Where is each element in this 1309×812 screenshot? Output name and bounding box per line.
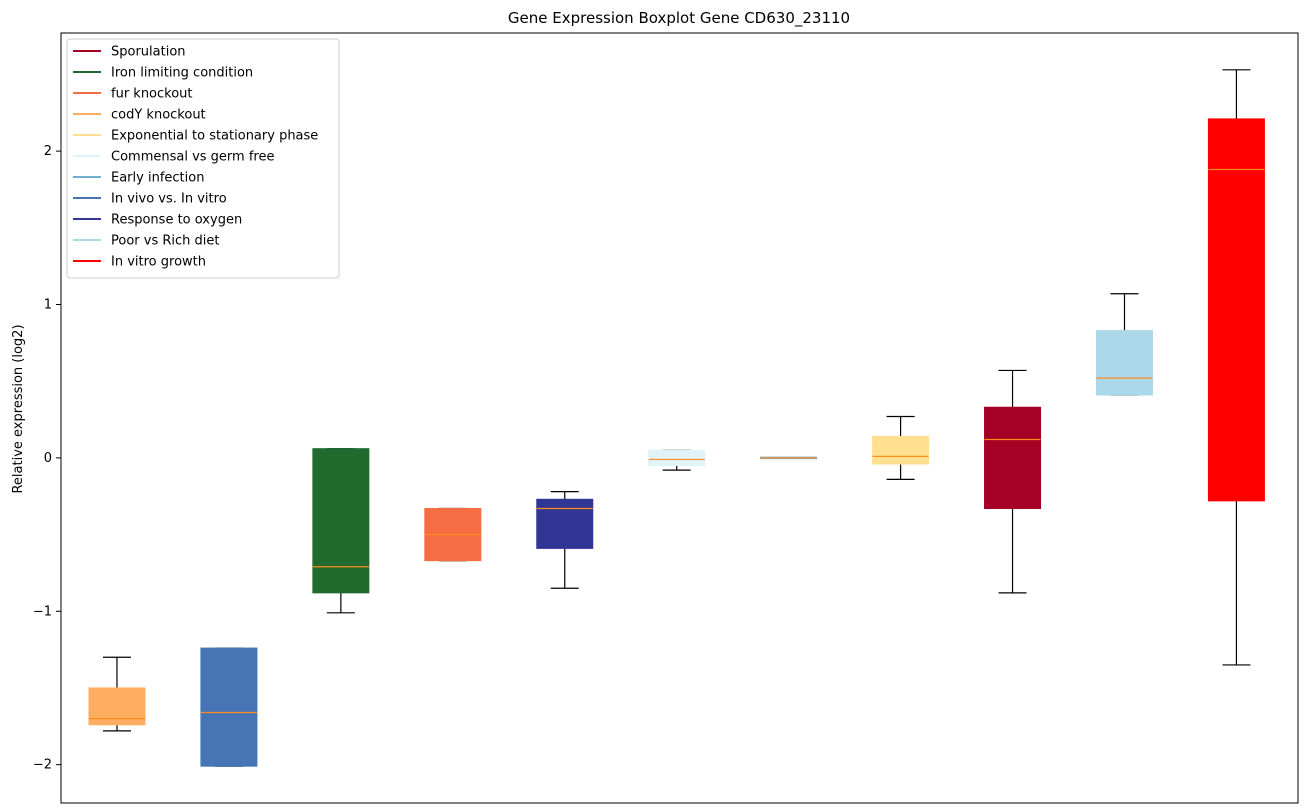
legend-label: Exponential to stationary phase bbox=[111, 129, 318, 144]
box-in-vivo-vs-in-vitro bbox=[200, 647, 258, 767]
legend-item: Response to oxygen bbox=[73, 213, 242, 228]
y-axis: −2 −1 0 1 2 bbox=[33, 144, 61, 773]
legend-label: Commensal vs germ free bbox=[111, 150, 274, 165]
box-iron-limiting-condition bbox=[312, 448, 370, 614]
legend-label: Poor vs Rich diet bbox=[111, 234, 219, 249]
box-iqr bbox=[312, 448, 370, 594]
y-tick-label: 0 bbox=[44, 451, 52, 466]
legend-item: Poor vs Rich diet bbox=[73, 234, 219, 249]
y-axis-label: Relative expression (log2) bbox=[11, 324, 26, 493]
box-early-infection bbox=[760, 456, 818, 460]
y-tick-label: 1 bbox=[44, 297, 52, 312]
legend-label: In vivo vs. In vitro bbox=[111, 192, 227, 207]
legend-frame bbox=[66, 38, 340, 279]
legend-label: Iron limiting condition bbox=[111, 66, 253, 81]
legend-item: Iron limiting condition bbox=[73, 66, 253, 81]
legend-item: In vitro growth bbox=[73, 255, 206, 270]
box-iqr bbox=[1095, 330, 1153, 396]
legend-item: Sporulation bbox=[73, 45, 186, 60]
box-commensal-vs-germ-free bbox=[648, 449, 706, 471]
legend-item: codY knockout bbox=[73, 108, 206, 123]
legend-item: In vivo vs. In vitro bbox=[73, 192, 227, 207]
box-iqr bbox=[648, 449, 706, 467]
legend-label: fur knockout bbox=[111, 87, 193, 102]
box-iqr bbox=[1207, 118, 1265, 502]
legend-item: Commensal vs germ free bbox=[73, 150, 274, 165]
box-iqr bbox=[536, 498, 594, 549]
box-iqr bbox=[200, 647, 258, 767]
y-tick-label: −2 bbox=[33, 758, 52, 773]
boxes-layer bbox=[88, 69, 1265, 767]
legend-label: Early infection bbox=[111, 171, 204, 186]
box-iqr bbox=[872, 435, 930, 465]
box-response-to-oxygen bbox=[536, 491, 594, 589]
box-poor-vs-rich-diet bbox=[1095, 293, 1153, 396]
legend-label: In vitro growth bbox=[111, 255, 206, 270]
legend-label: codY knockout bbox=[111, 108, 206, 123]
legend-label: Sporulation bbox=[111, 45, 186, 60]
box-exponential-to-stationary-phase bbox=[872, 415, 930, 480]
legend: Sporulation Iron limiting condition fur kn… bbox=[66, 38, 340, 279]
y-tick-label: 2 bbox=[44, 144, 52, 159]
legend-item: Early infection bbox=[73, 171, 204, 186]
box-sporulation bbox=[984, 369, 1042, 594]
legend-item: fur knockout bbox=[73, 87, 193, 102]
box-in-vitro-growth bbox=[1207, 69, 1265, 666]
legend-item: Exponential to stationary phase bbox=[73, 129, 318, 144]
y-tick-label: −1 bbox=[33, 604, 52, 619]
box-iqr bbox=[984, 406, 1042, 509]
legend-label: Response to oxygen bbox=[111, 213, 242, 228]
plot-area-frame bbox=[60, 32, 1299, 804]
chart-title: Gene Expression Boxplot Gene CD630_23110 bbox=[508, 9, 850, 28]
box-cody-knockout bbox=[88, 656, 146, 732]
box-iqr bbox=[88, 687, 146, 726]
box-fur-knockout bbox=[424, 507, 482, 562]
